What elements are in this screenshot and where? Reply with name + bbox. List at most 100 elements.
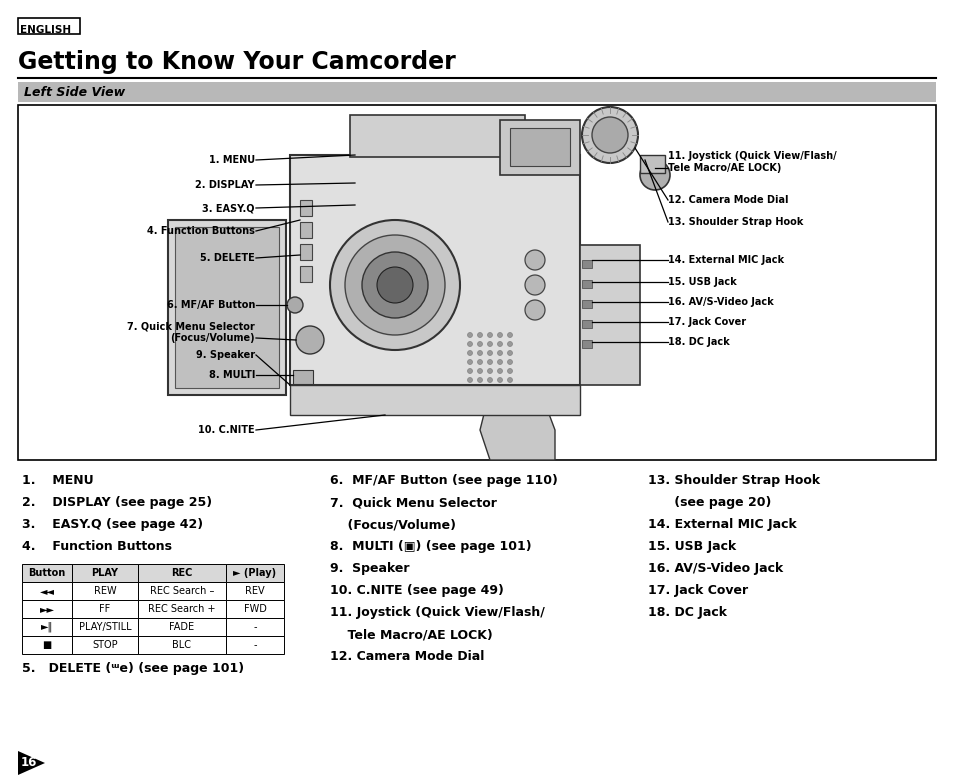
Circle shape [524,300,544,320]
Circle shape [487,359,492,365]
Circle shape [497,378,502,382]
Circle shape [487,368,492,373]
Bar [290,155,579,385]
Bar [138,564,226,582]
Text: (Focus/Volume): (Focus/Volume) [330,518,456,531]
Bar [138,636,226,654]
Text: REC Search –: REC Search – [150,586,214,596]
Text: 15. USB Jack: 15. USB Jack [647,540,736,553]
Bar [226,582,284,600]
Text: FF: FF [99,604,111,614]
Bar [226,600,284,618]
Text: 18. DC Jack: 18. DC Jack [667,337,729,347]
Bar [499,120,579,175]
Circle shape [477,378,482,382]
Bar [510,128,569,166]
Text: FWD: FWD [243,604,266,614]
Text: PLAY: PLAY [91,568,118,578]
Text: Getting to Know Your Camcorder: Getting to Know Your Camcorder [18,50,456,74]
Text: 11. Joystick (Quick View/Flash/: 11. Joystick (Quick View/Flash/ [330,606,544,619]
Text: Tele Macro/AE LOCK): Tele Macro/AE LOCK) [330,628,493,641]
Bar [226,636,284,654]
Bar [18,82,935,102]
Text: 11. Joystick (Quick View/Flash/
Tele Macro/AE LOCK): 11. Joystick (Quick View/Flash/ Tele Mac… [667,151,836,173]
Text: ENGLISH: ENGLISH [20,25,71,35]
Bar [138,600,226,618]
Circle shape [507,378,512,382]
Bar [581,300,592,308]
Circle shape [345,235,444,335]
Text: 2.  DISPLAY (see page 25): 2. DISPLAY (see page 25) [22,496,212,509]
Text: REC: REC [172,568,193,578]
Circle shape [524,250,544,270]
Text: Button: Button [29,568,66,578]
Circle shape [330,220,459,350]
Text: FADE: FADE [170,622,194,632]
Polygon shape [18,751,45,775]
Text: 13. Shoulder Strap Hook: 13. Shoulder Strap Hook [647,474,820,487]
Circle shape [477,341,482,347]
Text: REC Search +: REC Search + [148,604,215,614]
Text: 16. AV/S-Video Jack: 16. AV/S-Video Jack [647,562,782,575]
Text: 6. MF/AF Button: 6. MF/AF Button [167,300,254,310]
Circle shape [467,378,472,382]
Circle shape [477,359,482,365]
Text: 1. MENU: 1. MENU [209,155,254,165]
Circle shape [497,333,502,337]
Bar [22,582,71,600]
Circle shape [507,341,512,347]
Polygon shape [479,390,555,460]
Bar [299,266,312,282]
Bar [138,618,226,636]
Circle shape [497,368,502,373]
Text: 6.  MF/AF Button (see page 110): 6. MF/AF Button (see page 110) [330,474,558,487]
Circle shape [639,160,669,190]
Bar [226,618,284,636]
Bar [226,564,284,582]
Circle shape [487,341,492,347]
Bar [22,600,71,618]
Circle shape [487,351,492,355]
Text: 16. AV/S-Video Jack: 16. AV/S-Video Jack [667,297,773,307]
Text: -: - [253,640,256,650]
Text: (see page 20): (see page 20) [647,496,771,509]
Bar [581,340,592,348]
Text: REW: REW [93,586,116,596]
Bar [18,18,80,34]
Text: BLC: BLC [172,640,192,650]
Circle shape [487,378,492,382]
Circle shape [507,359,512,365]
Text: 4. Function Buttons: 4. Function Buttons [147,226,254,236]
Circle shape [295,326,324,354]
Circle shape [581,107,638,163]
Circle shape [507,351,512,355]
Circle shape [497,351,502,355]
Text: ◄◄: ◄◄ [39,586,54,596]
Bar [581,320,592,328]
Text: 16: 16 [21,756,37,770]
Bar [22,618,71,636]
Bar [71,564,138,582]
Text: 18. DC Jack: 18. DC Jack [647,606,726,619]
Circle shape [477,333,482,337]
Bar [168,220,286,395]
Text: 17. Jack Cover: 17. Jack Cover [667,317,745,327]
Circle shape [497,341,502,347]
Text: -: - [253,622,256,632]
Circle shape [467,333,472,337]
Text: ■: ■ [42,640,51,650]
Circle shape [524,275,544,295]
Bar [71,582,138,600]
Text: 3.  EASY.Q (see page 42): 3. EASY.Q (see page 42) [22,518,203,531]
Text: 15. USB Jack: 15. USB Jack [667,277,736,287]
Bar [581,260,592,268]
Text: 14. External MIC Jack: 14. External MIC Jack [647,518,796,531]
Text: 1.  MENU: 1. MENU [22,474,93,487]
Text: 10. C.NITE: 10. C.NITE [198,425,254,435]
Text: 8.  MULTI (▣) (see page 101): 8. MULTI (▣) (see page 101) [330,540,531,553]
Circle shape [592,117,627,153]
Bar [299,222,312,238]
Circle shape [507,333,512,337]
Text: 7. Quick Menu Selector
(Focus/Volume): 7. Quick Menu Selector (Focus/Volume) [127,321,254,343]
Text: 9. Speaker: 9. Speaker [195,350,254,360]
